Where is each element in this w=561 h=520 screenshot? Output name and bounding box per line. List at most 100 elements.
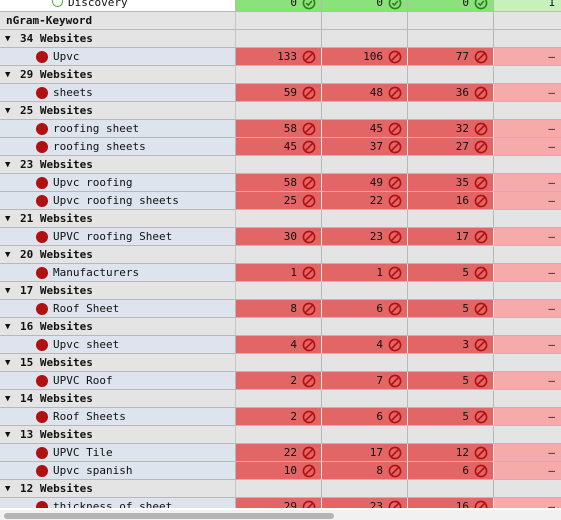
value-cell[interactable]: 23 bbox=[322, 228, 408, 246]
collapse-triangle-icon[interactable]: ▼ bbox=[5, 70, 11, 80]
discovery-row[interactable]: Discovery 0 0 0 1 bbox=[0, 0, 561, 12]
table-row[interactable]: Upvc sheet 4 4 3 – bbox=[0, 336, 561, 354]
table-row[interactable]: UPVC Tile 22 17 12 – bbox=[0, 444, 561, 462]
table-row[interactable]: Manufacturers 1 1 5 – bbox=[0, 264, 561, 282]
group-cell[interactable]: ▼ 23 Websites bbox=[0, 156, 236, 174]
table-row[interactable]: roofing sheets 45 37 27 – bbox=[0, 138, 561, 156]
value-cell[interactable]: 22 bbox=[236, 444, 322, 462]
value-cell[interactable]: 6 bbox=[322, 300, 408, 318]
keyword-cell[interactable]: UPVC Roof bbox=[0, 372, 236, 390]
keyword-cell[interactable]: Manufacturers bbox=[0, 264, 236, 282]
keyword-cell[interactable]: Roof Sheets bbox=[0, 408, 236, 426]
collapse-triangle-icon[interactable]: ▼ bbox=[5, 250, 11, 260]
table-row[interactable]: Upvc roofing sheets 25 22 16 – bbox=[0, 192, 561, 210]
collapse-triangle-icon[interactable]: ▼ bbox=[5, 394, 11, 404]
value-cell[interactable]: 7 bbox=[322, 372, 408, 390]
group-row[interactable]: ▼ 12 Websites bbox=[0, 480, 561, 498]
table-row[interactable]: UPVC roofing Sheet 30 23 17 – bbox=[0, 228, 561, 246]
table-row[interactable]: Upvc roofing 58 49 35 – bbox=[0, 174, 561, 192]
value-cell[interactable]: 4 bbox=[322, 336, 408, 354]
keyword-cell[interactable]: Upvc sheet bbox=[0, 336, 236, 354]
value-cell[interactable]: 32 bbox=[408, 120, 494, 138]
value-cell[interactable]: 10 bbox=[236, 462, 322, 480]
group-row[interactable]: ▼ 25 Websites bbox=[0, 102, 561, 120]
group-row[interactable]: ▼ 20 Websites bbox=[0, 246, 561, 264]
collapse-triangle-icon[interactable]: ▼ bbox=[5, 286, 11, 296]
group-row[interactable]: ▼ 21 Websites bbox=[0, 210, 561, 228]
keyword-cell[interactable]: sheets bbox=[0, 84, 236, 102]
value-cell[interactable]: 1 bbox=[236, 264, 322, 282]
group-row[interactable]: ▼ 14 Websites bbox=[0, 390, 561, 408]
value-cell[interactable]: 133 bbox=[236, 48, 322, 66]
value-cell[interactable]: 3 bbox=[408, 336, 494, 354]
keyword-cell[interactable]: Upvc roofing sheets bbox=[0, 192, 236, 210]
value-cell[interactable]: 5 bbox=[408, 372, 494, 390]
value-cell[interactable]: 25 bbox=[236, 192, 322, 210]
group-cell[interactable]: ▼ 14 Websites bbox=[0, 390, 236, 408]
value-cell[interactable]: 49 bbox=[322, 174, 408, 192]
collapse-triangle-icon[interactable]: ▼ bbox=[5, 160, 11, 170]
value-cell[interactable]: 5 bbox=[408, 300, 494, 318]
table-row[interactable]: UPVC Roof 2 7 5 – bbox=[0, 372, 561, 390]
value-cell[interactable]: 106 bbox=[322, 48, 408, 66]
keyword-cell[interactable]: Roof Sheet bbox=[0, 300, 236, 318]
group-cell[interactable]: ▼ 15 Websites bbox=[0, 354, 236, 372]
keyword-cell[interactable]: Upvc bbox=[0, 48, 236, 66]
value-cell[interactable]: 8 bbox=[322, 462, 408, 480]
group-cell[interactable]: ▼ 25 Websites bbox=[0, 102, 236, 120]
group-row[interactable]: ▼ 23 Websites bbox=[0, 156, 561, 174]
value-cell[interactable]: 4 bbox=[236, 336, 322, 354]
value-cell[interactable]: 48 bbox=[322, 84, 408, 102]
group-row[interactable]: ▼ 29 Websites bbox=[0, 66, 561, 84]
value-cell[interactable]: 6 bbox=[408, 462, 494, 480]
group-cell[interactable]: ▼ 29 Websites bbox=[0, 66, 236, 84]
keyword-cell[interactable]: Upvc roofing bbox=[0, 174, 236, 192]
keyword-cell[interactable]: thickness of sheet bbox=[0, 498, 236, 508]
value-cell[interactable]: 16 bbox=[408, 498, 494, 508]
value-cell[interactable]: 36 bbox=[408, 84, 494, 102]
value-cell[interactable]: 77 bbox=[408, 48, 494, 66]
collapse-triangle-icon[interactable]: ▼ bbox=[5, 106, 11, 116]
value-cell[interactable]: 29 bbox=[236, 498, 322, 508]
value-cell[interactable]: 5 bbox=[408, 408, 494, 426]
value-cell[interactable]: 17 bbox=[322, 444, 408, 462]
group-row[interactable]: ▼ 15 Websites bbox=[0, 354, 561, 372]
value-cell[interactable]: 1 bbox=[322, 264, 408, 282]
value-cell[interactable]: 58 bbox=[236, 174, 322, 192]
table-row[interactable]: sheets 59 48 36 – bbox=[0, 84, 561, 102]
collapse-triangle-icon[interactable]: ▼ bbox=[5, 358, 11, 368]
table-row[interactable]: Roof Sheet 8 6 5 – bbox=[0, 300, 561, 318]
group-cell[interactable]: ▼ 16 Websites bbox=[0, 318, 236, 336]
horizontal-scrollbar[interactable] bbox=[0, 510, 561, 520]
table-row[interactable]: thickness of sheet 29 23 16 – bbox=[0, 498, 561, 508]
keyword-cell[interactable]: roofing sheet bbox=[0, 120, 236, 138]
collapse-triangle-icon[interactable]: ▼ bbox=[5, 322, 11, 332]
value-cell[interactable]: 6 bbox=[322, 408, 408, 426]
group-cell[interactable]: ▼ 21 Websites bbox=[0, 210, 236, 228]
value-cell[interactable]: 12 bbox=[408, 444, 494, 462]
value-cell[interactable]: 45 bbox=[236, 138, 322, 156]
keyword-cell[interactable]: Upvc spanish bbox=[0, 462, 236, 480]
table-row[interactable]: roofing sheet 58 45 32 – bbox=[0, 120, 561, 138]
value-cell[interactable]: 5 bbox=[408, 264, 494, 282]
group-row[interactable]: ▼ 17 Websites bbox=[0, 282, 561, 300]
collapse-triangle-icon[interactable]: ▼ bbox=[5, 214, 11, 224]
keyword-cell[interactable]: UPVC Tile bbox=[0, 444, 236, 462]
collapse-triangle-icon[interactable]: ▼ bbox=[5, 430, 11, 440]
value-cell[interactable]: 58 bbox=[236, 120, 322, 138]
group-row[interactable]: ▼ 34 Websites bbox=[0, 30, 561, 48]
group-cell[interactable]: ▼ 13 Websites bbox=[0, 426, 236, 444]
value-cell[interactable]: 27 bbox=[408, 138, 494, 156]
value-cell[interactable]: 2 bbox=[236, 372, 322, 390]
value-cell[interactable]: 16 bbox=[408, 192, 494, 210]
value-cell[interactable]: 35 bbox=[408, 174, 494, 192]
value-cell[interactable]: 2 bbox=[236, 408, 322, 426]
collapse-triangle-icon[interactable]: ▼ bbox=[5, 484, 11, 494]
group-cell[interactable]: ▼ 17 Websites bbox=[0, 282, 236, 300]
value-cell[interactable]: 30 bbox=[236, 228, 322, 246]
group-row[interactable]: ▼ 16 Websites bbox=[0, 318, 561, 336]
table-row[interactable]: Upvc spanish 10 8 6 – bbox=[0, 462, 561, 480]
group-cell[interactable]: ▼ 12 Websites bbox=[0, 480, 236, 498]
group-row[interactable]: ▼ 13 Websites bbox=[0, 426, 561, 444]
table-row[interactable]: Roof Sheets 2 6 5 – bbox=[0, 408, 561, 426]
